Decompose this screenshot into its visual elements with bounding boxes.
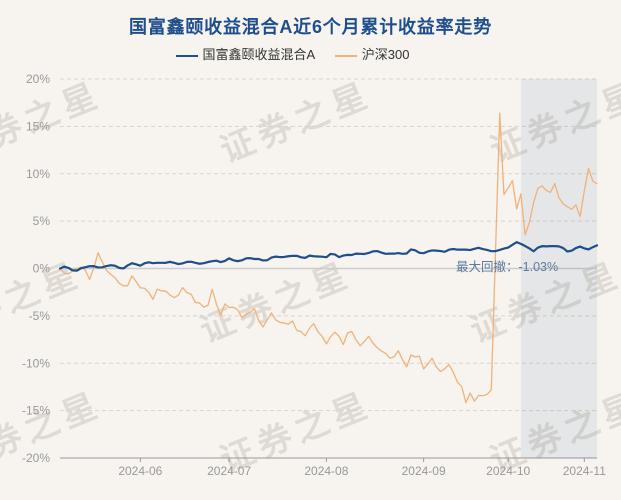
svg-text:-10%: -10% [22,356,50,370]
svg-text:-20%: -20% [22,451,50,465]
svg-text:15%: 15% [26,119,50,133]
svg-text:-5%: -5% [29,309,51,323]
svg-text:-15%: -15% [22,404,50,418]
svg-text:2024-11: 2024-11 [563,464,606,478]
svg-text:2024-09: 2024-09 [402,464,446,478]
svg-text:2024-06: 2024-06 [118,464,162,478]
svg-text:2024-07: 2024-07 [207,464,251,478]
svg-text:最大回撤：-1.03%: 最大回撤：-1.03% [456,259,558,274]
svg-text:0%: 0% [33,262,51,276]
svg-text:2024-08: 2024-08 [304,464,348,478]
svg-text:10%: 10% [26,167,50,181]
svg-text:20%: 20% [26,72,50,86]
svg-text:5%: 5% [33,214,51,228]
svg-text:2024-10: 2024-10 [486,464,530,478]
